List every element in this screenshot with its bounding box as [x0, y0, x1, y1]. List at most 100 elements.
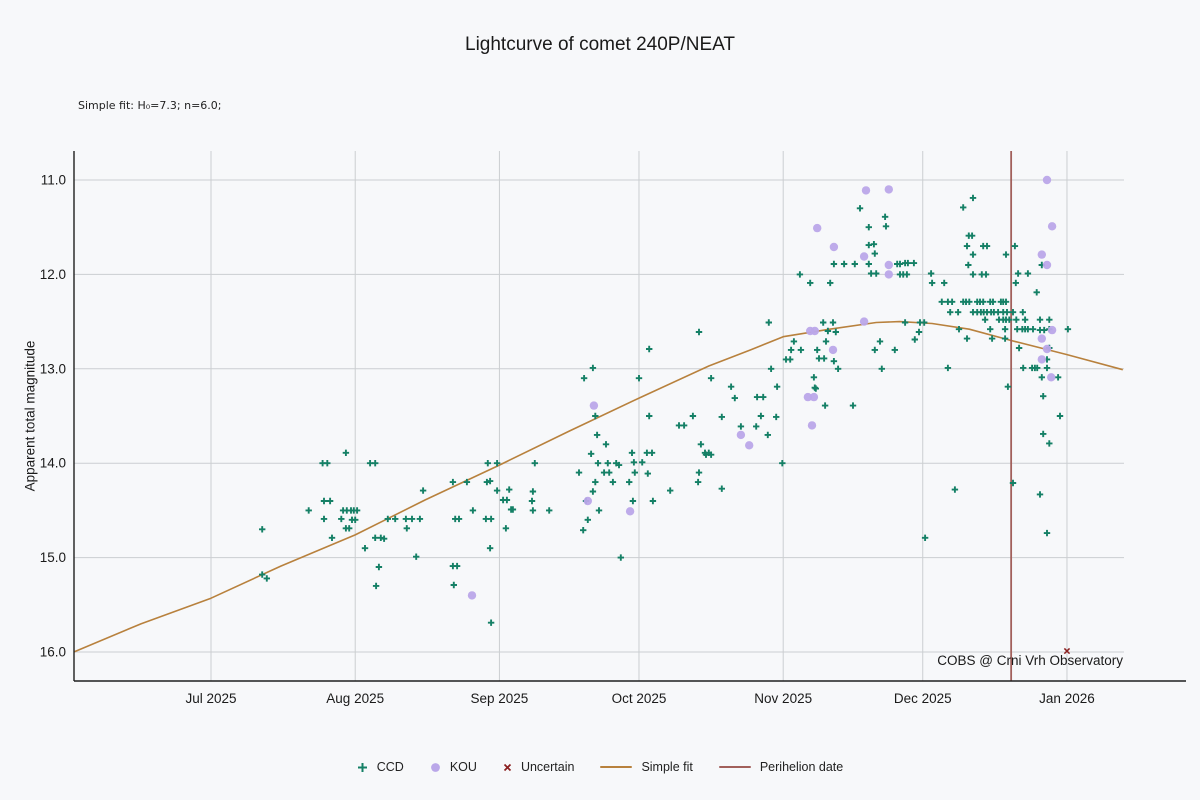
gridlines	[74, 151, 1124, 681]
kou-point	[1042, 175, 1052, 185]
ccd-point	[584, 516, 591, 523]
ccd-point	[840, 260, 848, 268]
ccd-point	[606, 469, 613, 476]
kou-point	[859, 252, 869, 261]
ccd-point	[820, 319, 827, 326]
ccd-point	[969, 271, 977, 278]
legend-item-perihelion: Perihelion date	[718, 760, 844, 774]
ccd-point	[509, 506, 517, 513]
simple-fit-line-icon	[600, 766, 633, 768]
ccd-point	[910, 259, 918, 267]
ccd-point	[891, 346, 898, 354]
x-tick-label: Dec 2025	[894, 691, 952, 706]
ccd-point	[529, 507, 537, 514]
ccd-point	[927, 270, 935, 277]
legend-label-ccd: CCD	[376, 760, 404, 774]
kou-point	[884, 270, 893, 279]
ccd-point	[1034, 364, 1041, 372]
ccd-point	[982, 271, 990, 278]
y-tick-label: 11.0	[41, 173, 66, 188]
ccd-point	[1040, 393, 1047, 400]
kou-point	[1042, 344, 1052, 354]
ccd-point	[1036, 316, 1044, 323]
ccd-point	[764, 431, 771, 439]
observatory-watermark: COBS @ Crni Vrh Observatory	[937, 653, 1123, 668]
legend-item-uncertain: Uncertain	[503, 760, 575, 774]
ccd-point	[455, 515, 463, 523]
ccd-point	[822, 338, 830, 345]
ccd-point	[737, 423, 745, 430]
ccd-point	[629, 497, 637, 505]
y-tick-label: 14.0	[40, 456, 66, 471]
ccd-point	[1046, 316, 1053, 323]
perihelion-line-icon	[718, 766, 751, 768]
ccd-point	[705, 449, 712, 456]
ccd-point	[960, 204, 967, 211]
kou-point	[736, 430, 746, 440]
ccd-point	[944, 364, 952, 372]
ccd-point	[824, 327, 832, 335]
ccd-point	[372, 460, 379, 467]
ccd-point	[830, 358, 838, 365]
y-tick-label: 13.0	[40, 361, 66, 376]
fit-parameters-annotation: Simple fit: H₀=7.3; n=6.0;	[78, 99, 222, 112]
ccd-point	[727, 383, 735, 390]
legend-item-simple-fit: Simple fit	[600, 760, 693, 774]
kou-points	[467, 175, 1057, 600]
ccd-point	[1002, 298, 1010, 305]
ccd-point	[450, 581, 457, 589]
ccd-point	[649, 497, 657, 505]
ccd-point	[1043, 529, 1051, 537]
ccd-point	[1064, 326, 1072, 333]
ccd-point	[870, 241, 878, 248]
ccd-point	[753, 423, 760, 430]
ccd-point	[353, 507, 361, 514]
ccd-point	[921, 319, 928, 326]
ccd-point	[1012, 279, 1019, 287]
ccd-point	[981, 316, 989, 323]
ccd-point	[865, 224, 872, 231]
simple-fit	[73, 320, 1124, 653]
legend-label-simple-fit: Simple fit	[641, 760, 693, 774]
legend-label-kou: KOU	[449, 760, 477, 774]
ccd-point	[1046, 440, 1053, 447]
ccd-point	[263, 575, 270, 582]
ccd-point	[969, 194, 977, 202]
ccd-point	[988, 335, 996, 342]
x-tick-label: Sep 2025	[471, 691, 529, 706]
ccd-point	[392, 515, 399, 523]
kou-point	[884, 185, 893, 194]
ccd-point	[904, 259, 912, 267]
ccd-point	[807, 279, 814, 287]
ccd-point	[928, 279, 936, 287]
ccd-point	[1003, 309, 1011, 316]
uncertain-points	[1063, 647, 1071, 655]
kou-point	[625, 507, 635, 516]
ccd-point	[326, 497, 334, 505]
ccd-point	[408, 515, 416, 523]
legend-label-perihelion: Perihelion date	[759, 760, 844, 774]
ccd-point	[587, 450, 595, 457]
ccd-point	[402, 515, 410, 523]
ccd-point	[1011, 242, 1019, 250]
kou-point	[813, 223, 822, 233]
kou-point	[828, 345, 838, 355]
kou-point	[829, 242, 839, 252]
ccd-point	[797, 346, 805, 354]
tick-labels: 11.0 12.0 13.0 14.0 15.0 16.0 Jul 2025 Aug 2025…	[40, 173, 1095, 707]
kou-point	[884, 260, 893, 270]
ccd-point	[646, 412, 653, 420]
ccd-point	[901, 319, 909, 326]
legend-label-uncertain: Uncertain	[520, 760, 575, 774]
ccd-point	[796, 271, 804, 278]
legend: CCD KOU Uncertain Simple fit Perihelion …	[0, 760, 1200, 774]
ccd-point	[380, 535, 388, 542]
ccd-point	[631, 469, 638, 476]
legend-item-ccd: CCD	[357, 760, 404, 774]
kou-point	[859, 317, 869, 326]
ccd-point	[595, 507, 603, 514]
ccd-point	[604, 460, 611, 467]
kou-point	[1047, 373, 1056, 382]
ccd-point	[829, 319, 837, 326]
